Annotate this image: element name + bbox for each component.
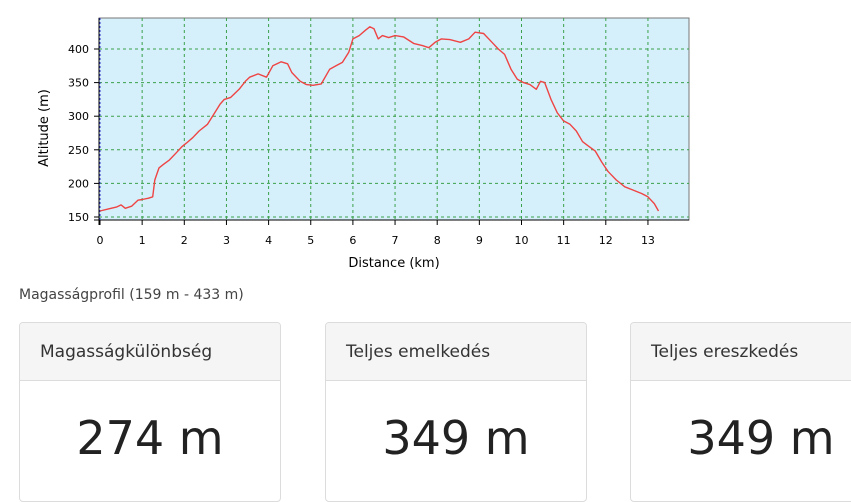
elevation-profile-caption: Magasságprofil (159 m - 433 m) [19,287,244,303]
x-tick-label: 5 [307,234,314,247]
elevation-chart-svg: 0 1 2 3 4 5 6 7 8 9 10 11 12 13150200250300350400Dist… [37,17,690,271]
y-tick-label: 150 [68,211,89,224]
x-tick-label: 3 [223,234,230,247]
x-tick-label: 12 [599,234,613,247]
x-tick-label: 11 [557,234,571,247]
plot-area [98,17,690,221]
elevation-difference-value: 274 m [76,411,224,465]
x-tick-label: 7 [392,234,399,247]
x-tick-label: 8 [434,234,441,247]
y-tick-label: 200 [68,177,89,190]
x-tick-label: 10 [515,234,529,247]
y-tick-label: 250 [68,144,89,157]
x-tick-label: 2 [181,234,188,247]
x-axis-title: Distance (km) [348,256,439,271]
total-ascent-card: Teljes emelkedés 349 m [325,322,587,502]
elevation-difference-label: Magasságkülönbség [20,323,280,381]
x-tick-label: 1 [139,234,146,247]
elevation-chart: 0 1 2 3 4 5 6 7 8 9 10 11 12 13 150 200 250 300 350 400 Dist… [0,0,700,280]
y-tick-label: 350 [68,77,89,90]
x-tick-label: 13 [641,234,655,247]
x-tick-label: 6 [349,234,356,247]
y-tick-label: 300 [68,110,89,123]
x-tick-label: 9 [476,234,483,247]
total-ascent-label: Teljes emelkedés [326,323,586,381]
total-descent-value: 349 m [687,411,835,465]
x-tick-label: 0 [97,234,104,247]
y-axis-title: Altitude (m) [37,89,52,167]
elevation-difference-card: Magasságkülönbség 274 m [19,322,281,502]
x-tick-label: 4 [265,234,272,247]
total-ascent-value: 349 m [382,411,530,465]
y-tick-label: 400 [68,43,89,56]
total-descent-card: Teljes ereszkedés 349 m [630,322,851,502]
elevation-series-line [99,26,660,212]
total-descent-label: Teljes ereszkedés [631,323,851,381]
